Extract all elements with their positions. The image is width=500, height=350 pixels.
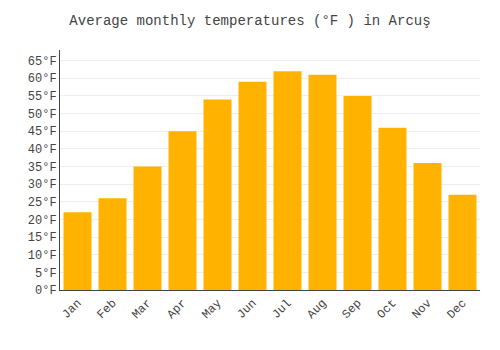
svg-text:10°F: 10°F: [28, 249, 57, 263]
svg-text:Jul: Jul: [269, 297, 294, 322]
svg-text:20°F: 20°F: [28, 214, 57, 228]
svg-text:Dec: Dec: [444, 297, 469, 322]
svg-text:Mar: Mar: [129, 297, 154, 322]
svg-text:35°F: 35°F: [28, 161, 57, 175]
svg-text:0°F: 0°F: [35, 284, 57, 298]
svg-text:Feb: Feb: [94, 297, 119, 322]
svg-text:May: May: [199, 297, 224, 322]
svg-text:65°F: 65°F: [28, 55, 57, 69]
svg-text:Sep: Sep: [339, 297, 364, 322]
svg-text:30°F: 30°F: [28, 178, 57, 192]
svg-text:Apr: Apr: [164, 297, 189, 322]
svg-text:Aug: Aug: [304, 297, 329, 322]
svg-text:Oct: Oct: [374, 297, 399, 322]
svg-text:Jun: Jun: [234, 297, 259, 322]
svg-text:25°F: 25°F: [28, 196, 57, 210]
svg-text:50°F: 50°F: [28, 108, 57, 122]
svg-text:15°F: 15°F: [28, 231, 57, 245]
svg-text:Jan: Jan: [59, 297, 84, 322]
svg-text:40°F: 40°F: [28, 143, 57, 157]
svg-text:Average monthly temperatures (: Average monthly temperatures (°F ) in Ar…: [69, 13, 430, 29]
svg-text:55°F: 55°F: [28, 90, 57, 104]
svg-text:45°F: 45°F: [28, 125, 57, 139]
svg-text:Nov: Nov: [409, 297, 434, 322]
svg-text:5°F: 5°F: [35, 267, 57, 281]
svg-text:60°F: 60°F: [28, 72, 57, 86]
